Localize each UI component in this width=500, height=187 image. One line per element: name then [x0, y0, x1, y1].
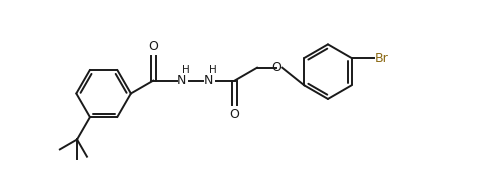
Text: N: N: [204, 74, 212, 87]
Text: Br: Br: [375, 51, 388, 65]
Text: H: H: [208, 65, 216, 75]
Text: O: O: [271, 61, 281, 74]
Text: N: N: [177, 74, 186, 87]
Text: O: O: [230, 108, 239, 121]
Text: O: O: [148, 40, 158, 53]
Text: H: H: [182, 65, 190, 75]
